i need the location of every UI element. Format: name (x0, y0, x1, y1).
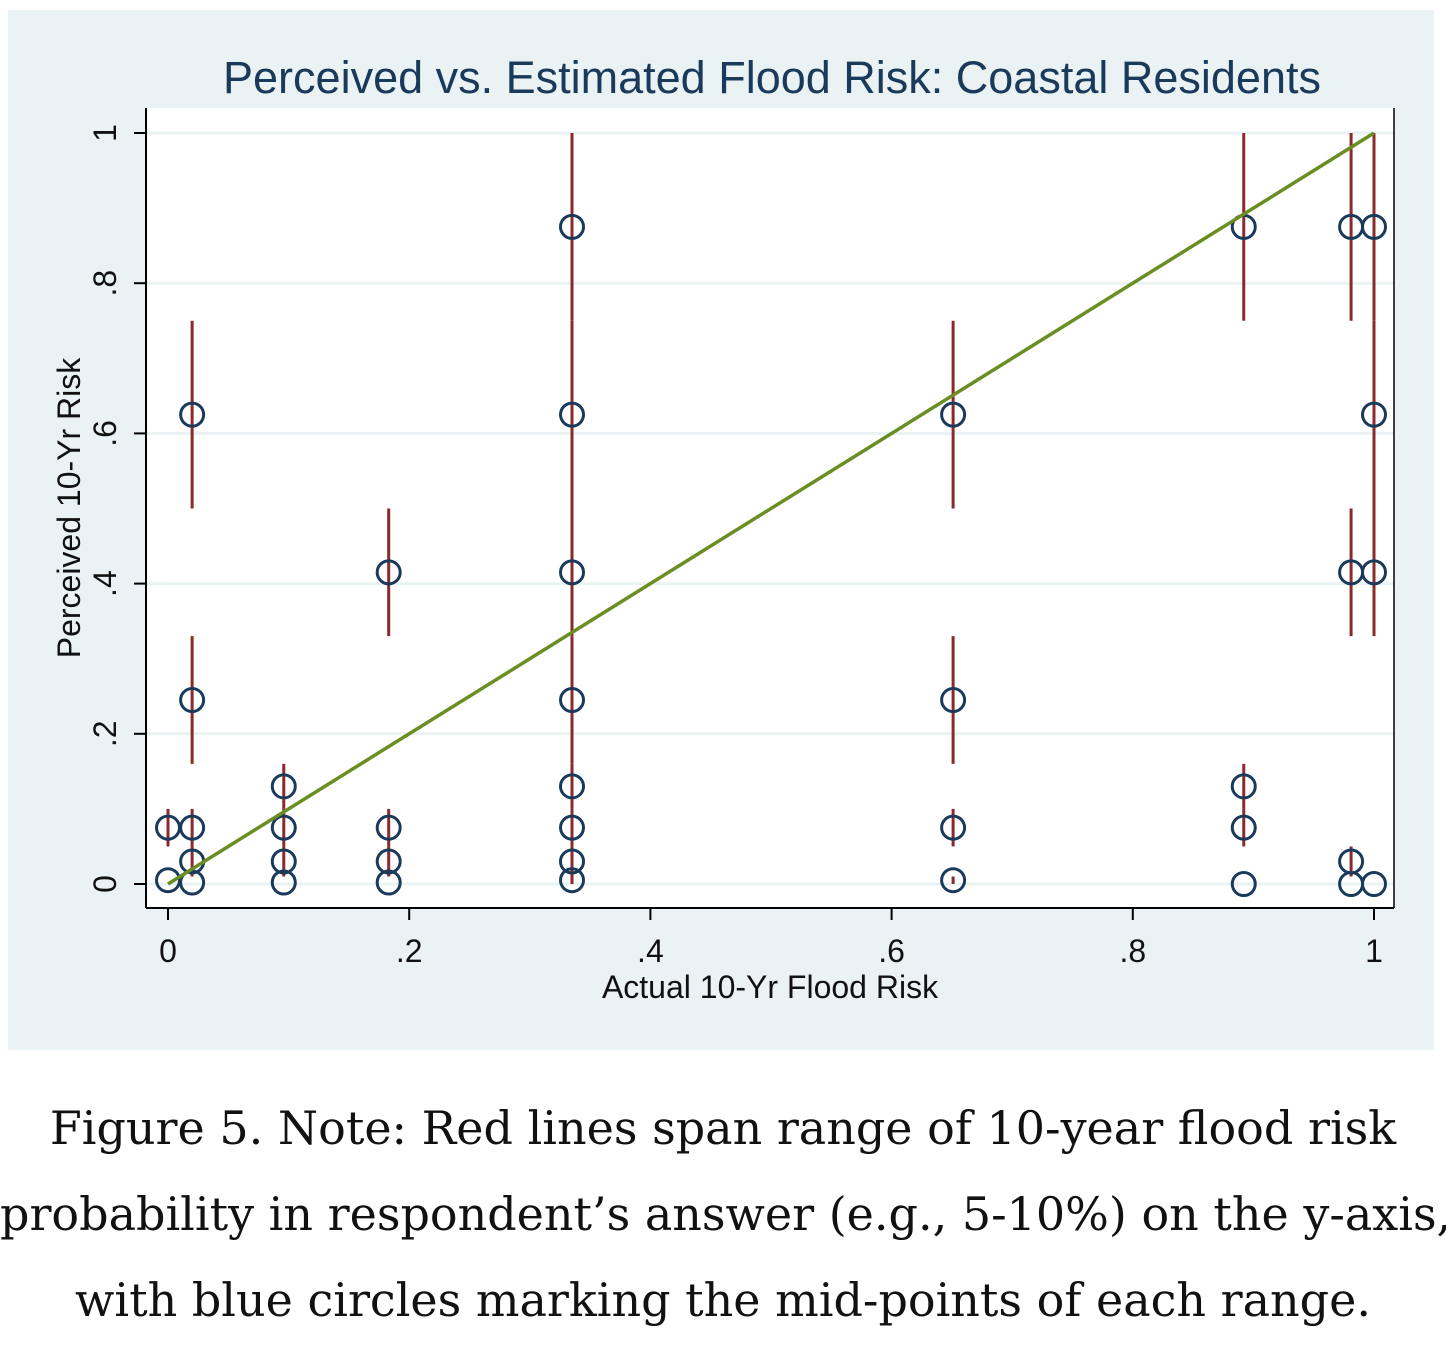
x-ticks: 0 .2 .4 .6 .8 1 (159, 908, 1383, 969)
figure-caption: Figure 5. Note: Red lines span range of … (0, 1085, 1446, 1343)
midpoint-circle (1361, 559, 1387, 586)
x-tick-label: .6 (878, 933, 905, 969)
y-tick-label: 1 (87, 124, 123, 142)
midpoint-circle (940, 867, 967, 894)
diagonal-fit-line (167, 131, 1375, 886)
y-tick-label: .8 (87, 270, 123, 297)
caption-line-1: Figure 5. Note: Red lines span range of … (49, 1101, 1397, 1155)
caption-line-2: probability in respondent’s answer (e.g.… (0, 1187, 1446, 1241)
midpoint-circle (559, 401, 586, 428)
midpoint-circle (270, 814, 297, 841)
midpoint-circle (559, 848, 586, 875)
x-tick-label: .2 (396, 933, 423, 969)
midpoint-circle (559, 773, 586, 800)
midpoint-circle (375, 559, 402, 586)
x-tick-label: 0 (159, 933, 177, 969)
midpoint-markers (155, 213, 1387, 897)
y-tick-label: .4 (87, 570, 123, 597)
y-ticks: 0 .2 .4 .6 .8 1 (87, 124, 146, 893)
midpoint-circle (270, 869, 297, 896)
midpoint-circle (559, 687, 586, 714)
midpoint-circle (179, 401, 206, 428)
midpoint-circle (940, 814, 967, 841)
midpoint-circle (559, 867, 586, 894)
midpoint-circle (559, 559, 586, 586)
y-tick-label: .6 (87, 420, 123, 447)
midpoint-circle (559, 814, 586, 841)
y-tick-label: 0 (87, 875, 123, 893)
midpoint-circle (375, 869, 402, 896)
x-tick-label: .8 (1119, 933, 1146, 969)
midpoint-circle (1361, 401, 1387, 428)
midpoint-circle (270, 773, 297, 800)
midpoint-circle (1361, 213, 1387, 240)
x-axis-label: Actual 10-Yr Flood Risk (602, 969, 939, 1005)
y-tick-label: .2 (87, 720, 123, 747)
x-tick-label: .4 (637, 933, 664, 969)
chart: 0 .2 .4 .6 .8 1 0 .2 .4 .6 .8 1 Perceived vs. Esti… (8, 10, 1434, 1050)
chart-title: Perceived vs. Estimated Flood Risk: Coas… (223, 52, 1321, 103)
y-axis-label: Perceived 10-Yr Risk (51, 357, 87, 659)
midpoint-circle (375, 848, 402, 875)
midpoint-circle (375, 814, 402, 841)
fit-line (167, 131, 1375, 886)
x-tick-label: 1 (1365, 933, 1383, 969)
axes (145, 108, 1395, 909)
midpoint-circle (940, 687, 967, 714)
midpoint-circle (940, 401, 967, 428)
caption-line-3: with blue circles marking the mid-points… (75, 1273, 1371, 1327)
midpoint-circle (559, 213, 586, 240)
midpoint-circle (1230, 814, 1257, 841)
midpoint-circle (179, 687, 206, 714)
midpoint-circle (1230, 773, 1257, 800)
midpoint-circle (1361, 871, 1387, 897)
gridlines (146, 131, 1394, 886)
midpoint-circle (1230, 871, 1257, 897)
midpoint-circle (270, 848, 297, 875)
midpoint-circle (179, 814, 206, 841)
